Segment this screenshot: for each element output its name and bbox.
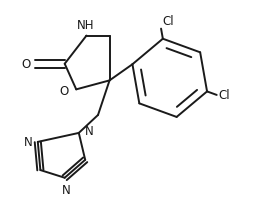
Text: Cl: Cl <box>162 15 174 27</box>
Text: N: N <box>85 125 93 138</box>
Text: Cl: Cl <box>219 89 230 102</box>
Text: N: N <box>23 136 32 149</box>
Text: N: N <box>62 183 70 196</box>
Text: O: O <box>60 85 69 98</box>
Text: O: O <box>21 58 31 71</box>
Text: NH: NH <box>76 19 94 32</box>
